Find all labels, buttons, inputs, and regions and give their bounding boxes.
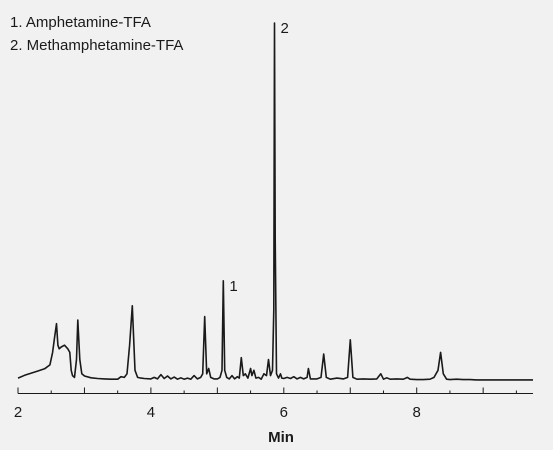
legend-entry-2: 2. Methamphetamine-TFA [10,37,183,54]
legend: 1. Amphetamine-TFA 2. Methamphetamine-TF… [10,14,183,54]
x-tick-label: 8 [413,404,421,421]
peak-labels: 12 [229,20,289,295]
legend-entry-1: 1. Amphetamine-TFA [10,14,151,31]
chromatogram-trace [17,22,533,381]
x-axis-ticks [17,387,517,394]
x-axis-tick-labels: 2 4 6 8 [14,404,421,421]
x-tick-label: 2 [14,404,22,421]
x-tick-label: 4 [147,404,155,421]
peak-label-2: 2 [281,20,289,37]
x-tick-label: 6 [280,404,288,421]
x-axis-title: Min [268,429,294,446]
peak-label-1: 1 [229,278,237,295]
